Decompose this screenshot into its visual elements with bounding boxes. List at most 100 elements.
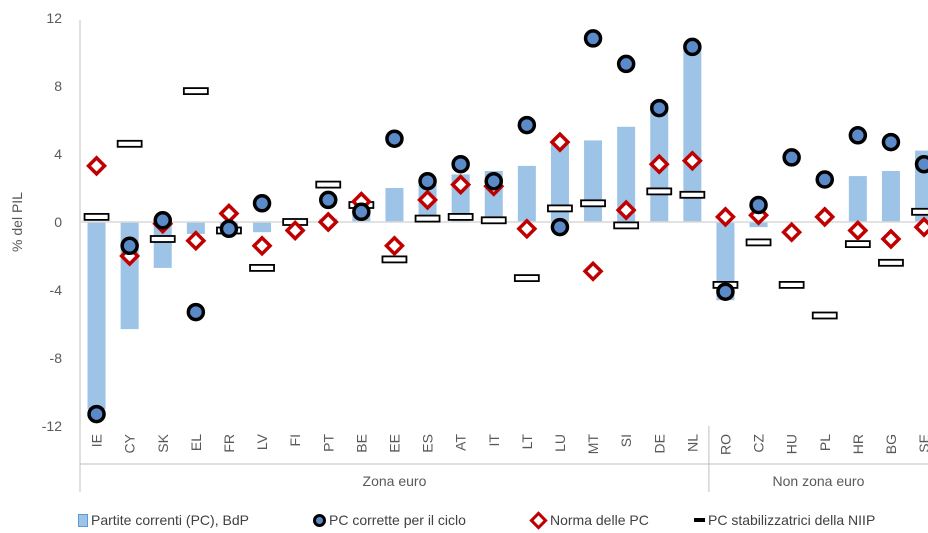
niip-dash [414, 214, 441, 223]
chart: -12 -8 -4 0 4 8 12 % del PIL IE CY SK EL FR LV FI PT BE E… [9, 10, 928, 492]
niip-dash [381, 255, 408, 264]
niip-dash [679, 190, 706, 199]
circle-marker-icon [313, 513, 326, 527]
cyclical-circle [451, 154, 470, 174]
norm-diamond [714, 206, 736, 228]
cyclical-circle [683, 37, 702, 57]
norm-diamond [913, 216, 928, 238]
bar [716, 222, 735, 301]
norm-diamond [880, 228, 902, 250]
category-label: AT [453, 434, 469, 451]
category-label: ES [420, 434, 436, 453]
legend-item-dash: PC stabilizzatrici della NIIP [694, 512, 875, 528]
niip-dash [547, 204, 573, 213]
norm-diamond [450, 174, 472, 196]
category-label: SI [618, 434, 634, 447]
category-label: PL [817, 434, 833, 451]
niip-dash [480, 216, 507, 225]
legend-item-bar: Partite correnti (PC), BdP [78, 512, 249, 528]
dash-marker-icon [694, 518, 705, 522]
legend: Partite correnti (PC), BdP PC corrette p… [0, 510, 928, 532]
niip-dash [911, 207, 928, 216]
cyclical-circle [517, 115, 537, 135]
norm-diamond [681, 150, 703, 172]
bar [517, 165, 536, 222]
category-label: EE [386, 434, 402, 453]
category-label: HU [784, 434, 800, 454]
category-label: BE [353, 434, 369, 453]
legend-label-norm: Norma delle PC [550, 512, 649, 528]
bar [617, 126, 636, 222]
cyclical-circle [385, 129, 404, 148]
category-label: HR [850, 434, 866, 454]
category-label: LT [519, 434, 535, 450]
niip-dash [844, 240, 871, 249]
bar [584, 140, 603, 222]
cyclical-circle [815, 170, 834, 189]
cyclical-circle [583, 29, 603, 48]
bar [550, 143, 569, 222]
norm-diamond [417, 189, 439, 211]
category-label: DE [651, 434, 667, 453]
category-label: FR [221, 434, 237, 453]
y-tick-label: -12 [42, 418, 62, 434]
y-tick-label: 12 [46, 10, 62, 26]
legend-item-circle: PC corrette per il ciclo [313, 512, 466, 528]
niip-dash [613, 221, 640, 230]
y-tick-label: 8 [54, 78, 62, 94]
cyclical-circle [186, 302, 206, 322]
category-label: CY [122, 433, 138, 453]
category-label: IT [486, 434, 502, 447]
norm-diamond [615, 199, 637, 221]
cyclical-circle [782, 148, 801, 167]
cyclical-circle [484, 171, 503, 191]
norm-diamond [284, 220, 306, 241]
norm-diamond [516, 218, 538, 240]
cyclical-circle [749, 195, 768, 215]
norm-diamond [251, 235, 273, 257]
niip-dash [447, 212, 474, 221]
y-tick-label: 0 [54, 214, 62, 230]
norm-diamond [549, 131, 571, 153]
niip-dash [149, 235, 176, 243]
bar [385, 188, 404, 222]
cyclical-circle [252, 194, 272, 213]
norm-diamond [317, 211, 339, 233]
group-label: Zona euro [363, 473, 427, 489]
category-label: CZ [751, 434, 767, 453]
cyclical-circle [914, 154, 928, 174]
cyclical-circle [418, 171, 437, 191]
norm-diamond [847, 220, 869, 241]
cyclical-circle [881, 132, 901, 152]
cyclical-circle [120, 236, 139, 256]
category-label: SK [155, 433, 171, 452]
niip-dash [315, 180, 342, 189]
group-label: Non zona euro [773, 473, 865, 489]
category-label: BG [883, 434, 899, 454]
legend-label-pc: Partite correnti (PC), BdP [91, 512, 249, 528]
niip-dash [249, 263, 275, 272]
bar [253, 222, 272, 233]
category-label: PT [320, 434, 336, 452]
bar-swatch-icon [78, 513, 88, 527]
cyclical-circle [650, 98, 669, 118]
niip-dash [83, 212, 110, 221]
category-label: EL [188, 434, 204, 451]
legend-label-pc-cyclical: PC corrette per il ciclo [329, 512, 466, 528]
y-axis-title: % del PIL [9, 192, 25, 252]
norm-diamond [218, 203, 240, 224]
niip-dash [778, 280, 805, 289]
category-label: RO [717, 434, 733, 455]
norm-diamond [781, 221, 803, 243]
cyclical-circle [550, 217, 570, 237]
niip-dash [580, 199, 606, 208]
niip-dash [182, 87, 209, 95]
cyclical-circle [616, 54, 636, 74]
norm-diamond [648, 153, 670, 175]
norm-diamond [383, 235, 405, 257]
bar [683, 48, 702, 222]
category-label: LU [552, 434, 568, 452]
cyclical-circle [219, 219, 239, 239]
category-label: MT [585, 434, 601, 455]
niip-dash [513, 274, 540, 283]
